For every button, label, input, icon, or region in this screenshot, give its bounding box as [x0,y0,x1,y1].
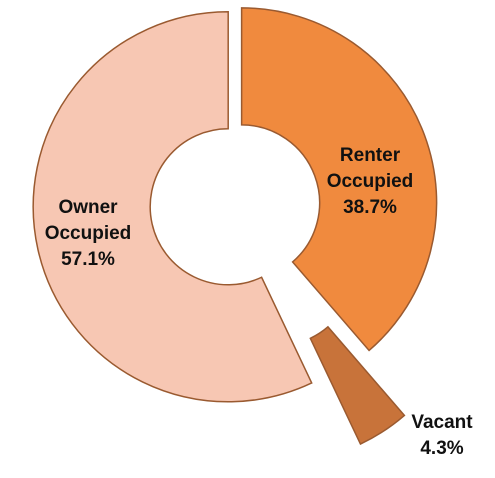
value-label: 4.3% [420,438,464,459]
donut-segment [32,11,313,403]
segment-label: Renter Occupied 38.7% [305,143,435,221]
segment-label: Vacant 4.3% [407,410,477,462]
category-label: Vacant [411,412,473,433]
value-label: 57.1% [61,249,115,270]
value-label: 38.7% [343,197,397,218]
category-label: Renter Occupied [326,145,414,192]
segment-label: Owner Occupied 57.1% [23,195,153,273]
donut-segment [240,7,438,352]
donut-segment [309,325,406,446]
category-label: Owner Occupied [44,197,132,244]
